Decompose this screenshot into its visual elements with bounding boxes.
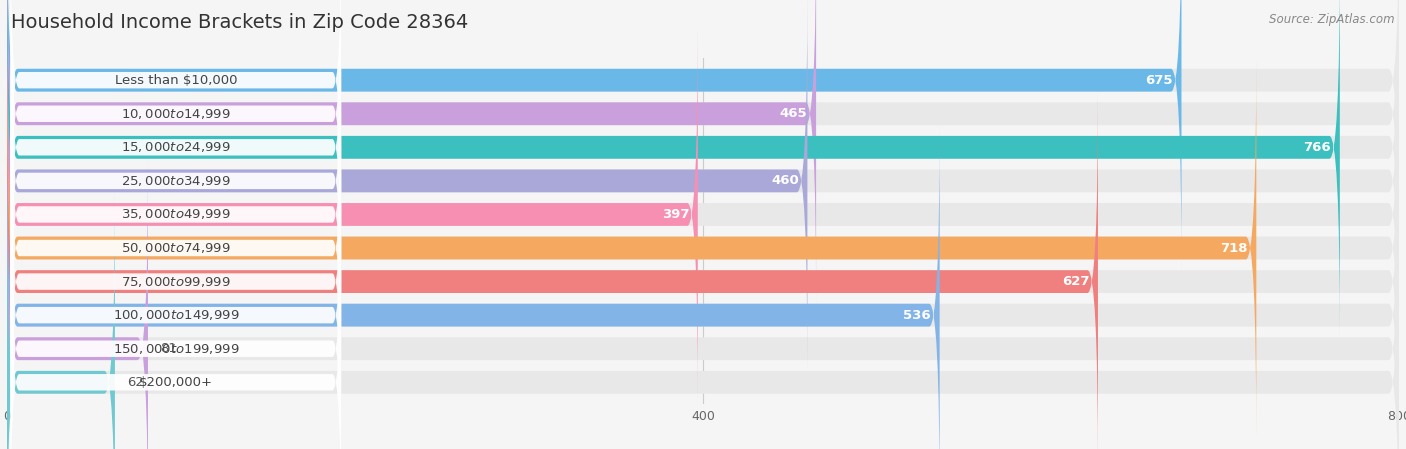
- Text: Less than $10,000: Less than $10,000: [114, 74, 238, 87]
- FancyBboxPatch shape: [7, 159, 148, 449]
- FancyBboxPatch shape: [7, 0, 1340, 337]
- FancyBboxPatch shape: [10, 88, 342, 408]
- Text: $200,000+: $200,000+: [139, 376, 212, 389]
- Text: 397: 397: [662, 208, 689, 221]
- FancyBboxPatch shape: [7, 0, 1399, 337]
- Text: 465: 465: [780, 107, 807, 120]
- FancyBboxPatch shape: [10, 0, 342, 273]
- Text: $75,000 to $99,999: $75,000 to $99,999: [121, 275, 231, 289]
- FancyBboxPatch shape: [7, 0, 1399, 371]
- FancyBboxPatch shape: [7, 0, 807, 371]
- FancyBboxPatch shape: [7, 24, 1399, 405]
- FancyBboxPatch shape: [10, 122, 342, 441]
- Text: Household Income Brackets in Zip Code 28364: Household Income Brackets in Zip Code 28…: [11, 13, 468, 32]
- Text: 627: 627: [1062, 275, 1090, 288]
- FancyBboxPatch shape: [7, 0, 1399, 270]
- FancyBboxPatch shape: [7, 159, 1399, 449]
- FancyBboxPatch shape: [10, 0, 342, 240]
- Text: $25,000 to $34,999: $25,000 to $34,999: [121, 174, 231, 188]
- FancyBboxPatch shape: [7, 24, 697, 405]
- Text: 718: 718: [1220, 242, 1247, 255]
- FancyBboxPatch shape: [10, 21, 342, 340]
- FancyBboxPatch shape: [7, 0, 1399, 304]
- FancyBboxPatch shape: [10, 189, 342, 449]
- Text: 62: 62: [127, 376, 143, 389]
- FancyBboxPatch shape: [10, 0, 342, 307]
- FancyBboxPatch shape: [7, 125, 1399, 449]
- Text: $35,000 to $49,999: $35,000 to $49,999: [121, 207, 231, 221]
- FancyBboxPatch shape: [10, 155, 342, 449]
- FancyBboxPatch shape: [7, 125, 939, 449]
- Text: $10,000 to $14,999: $10,000 to $14,999: [121, 107, 231, 121]
- Text: $100,000 to $149,999: $100,000 to $149,999: [112, 308, 239, 322]
- Text: 766: 766: [1303, 141, 1331, 154]
- FancyBboxPatch shape: [7, 192, 115, 449]
- FancyBboxPatch shape: [7, 58, 1399, 438]
- FancyBboxPatch shape: [7, 0, 1181, 270]
- Text: $50,000 to $74,999: $50,000 to $74,999: [121, 241, 231, 255]
- Text: 81: 81: [160, 342, 177, 355]
- Text: 536: 536: [903, 308, 931, 321]
- Text: Source: ZipAtlas.com: Source: ZipAtlas.com: [1270, 13, 1395, 26]
- Text: 460: 460: [770, 174, 799, 187]
- FancyBboxPatch shape: [7, 92, 1399, 449]
- FancyBboxPatch shape: [10, 223, 342, 449]
- Text: $15,000 to $24,999: $15,000 to $24,999: [121, 141, 231, 154]
- FancyBboxPatch shape: [7, 58, 1257, 438]
- FancyBboxPatch shape: [7, 92, 1098, 449]
- FancyBboxPatch shape: [7, 0, 815, 304]
- FancyBboxPatch shape: [7, 192, 1399, 449]
- FancyBboxPatch shape: [10, 55, 342, 374]
- Text: $150,000 to $199,999: $150,000 to $199,999: [112, 342, 239, 356]
- Text: 675: 675: [1146, 74, 1173, 87]
